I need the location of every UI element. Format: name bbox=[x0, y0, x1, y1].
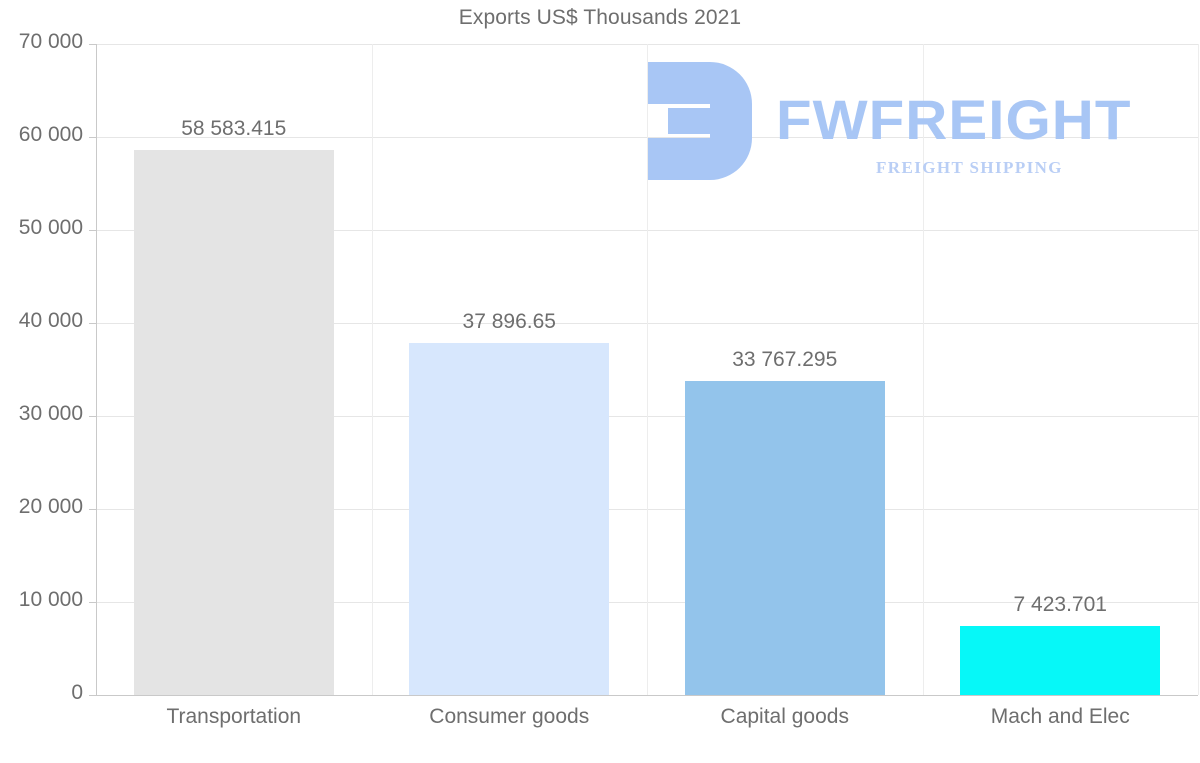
y-tick-mark bbox=[89, 137, 96, 138]
y-tick-label: 30 000 bbox=[18, 402, 83, 425]
x-axis-line bbox=[96, 695, 1198, 696]
y-tick-mark bbox=[89, 323, 96, 324]
y-tick-label: 50 000 bbox=[18, 216, 83, 239]
y-tick-mark bbox=[89, 230, 96, 231]
bar[interactable] bbox=[409, 342, 610, 695]
plot-area bbox=[96, 44, 1198, 695]
gridline-vertical bbox=[1198, 44, 1199, 695]
bar[interactable] bbox=[133, 150, 334, 695]
y-tick-mark bbox=[89, 602, 96, 603]
x-tick-label: Consumer goods bbox=[429, 705, 590, 728]
gridline-vertical bbox=[923, 44, 924, 695]
y-tick-label: 20 000 bbox=[18, 495, 83, 518]
bar-value-label: 7 423.701 bbox=[1013, 592, 1107, 616]
y-tick-label: 0 bbox=[71, 681, 83, 704]
y-axis-line bbox=[96, 44, 97, 696]
x-tick-label: Mach and Elec bbox=[990, 705, 1130, 728]
y-tick-label: 40 000 bbox=[18, 309, 83, 332]
chart-title: Exports US$ Thousands 2021 bbox=[458, 6, 742, 29]
x-tick-label: Transportation bbox=[166, 705, 302, 728]
y-tick-mark bbox=[89, 416, 96, 417]
gridline-vertical bbox=[647, 44, 648, 695]
bar[interactable] bbox=[960, 625, 1161, 695]
y-tick-mark bbox=[89, 509, 96, 510]
y-tick-label: 10 000 bbox=[18, 588, 83, 611]
gridline-vertical bbox=[372, 44, 373, 695]
y-tick-mark bbox=[89, 695, 96, 696]
bar-value-label: 58 583.415 bbox=[181, 117, 287, 141]
bar[interactable] bbox=[684, 380, 885, 695]
y-tick-label: 70 000 bbox=[18, 30, 83, 53]
bar-value-label: 37 896.65 bbox=[462, 309, 556, 333]
y-tick-label: 60 000 bbox=[18, 123, 83, 146]
y-tick-mark bbox=[89, 44, 96, 45]
bar-value-label: 33 767.295 bbox=[732, 347, 838, 371]
x-tick-label: Capital goods bbox=[720, 705, 849, 728]
